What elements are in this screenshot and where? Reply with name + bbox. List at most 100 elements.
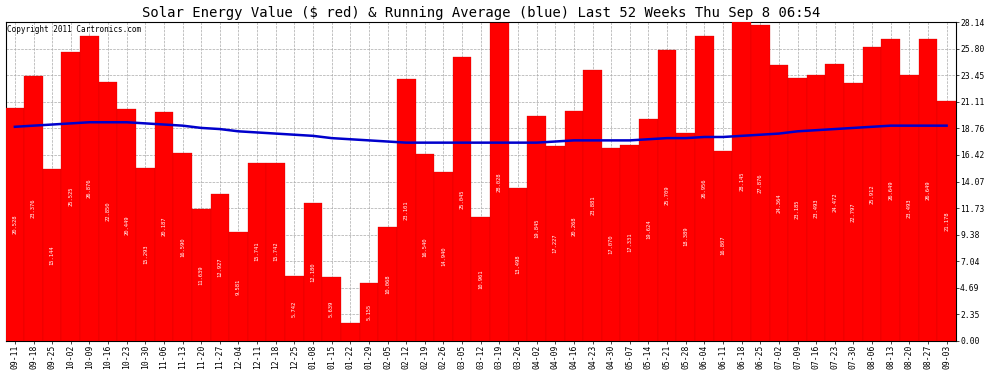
Text: 23.101: 23.101: [404, 200, 409, 220]
Text: 23.881: 23.881: [590, 196, 595, 215]
Bar: [211, 195, 229, 341]
Bar: [919, 39, 938, 341]
Text: 28.028: 28.028: [497, 172, 502, 192]
Text: 22.850: 22.850: [106, 202, 111, 221]
Text: 22.797: 22.797: [851, 202, 856, 222]
Bar: [266, 163, 285, 341]
Text: 16.807: 16.807: [721, 236, 726, 255]
Bar: [640, 118, 657, 341]
Bar: [714, 150, 733, 341]
Bar: [154, 112, 173, 341]
Bar: [509, 188, 528, 341]
Text: 26.876: 26.876: [87, 179, 92, 198]
Text: 20.449: 20.449: [124, 215, 129, 235]
Text: 9.581: 9.581: [236, 279, 241, 295]
Bar: [173, 153, 192, 341]
Text: 20.268: 20.268: [571, 216, 576, 236]
Text: 17.227: 17.227: [552, 234, 557, 253]
Bar: [416, 153, 435, 341]
Bar: [452, 57, 471, 341]
Bar: [118, 109, 136, 341]
Bar: [528, 116, 545, 341]
Bar: [323, 277, 341, 341]
Text: 14.940: 14.940: [441, 246, 446, 266]
Text: 25.912: 25.912: [869, 184, 874, 204]
Bar: [304, 203, 323, 341]
Bar: [938, 101, 956, 341]
Bar: [80, 36, 99, 341]
Text: 21.178: 21.178: [944, 211, 949, 231]
Bar: [602, 147, 621, 341]
Text: Copyright 2011 Cartronics.com: Copyright 2011 Cartronics.com: [8, 25, 142, 34]
Bar: [844, 82, 862, 341]
Text: 17.331: 17.331: [628, 233, 633, 252]
Text: 5.639: 5.639: [329, 301, 335, 317]
Bar: [397, 79, 416, 341]
Text: 20.528: 20.528: [12, 215, 18, 234]
Text: 17.070: 17.070: [609, 234, 614, 254]
Bar: [248, 163, 266, 341]
Text: 16.590: 16.590: [180, 237, 185, 256]
Bar: [769, 65, 788, 341]
Text: 26.649: 26.649: [926, 180, 931, 200]
Bar: [24, 76, 43, 341]
Bar: [285, 276, 304, 341]
Bar: [676, 133, 695, 341]
Text: 15.144: 15.144: [50, 245, 54, 265]
Bar: [61, 52, 80, 341]
Bar: [99, 82, 118, 341]
Bar: [471, 217, 490, 341]
Bar: [881, 39, 900, 341]
Text: 15.293: 15.293: [143, 244, 148, 264]
Text: 13.498: 13.498: [516, 255, 521, 274]
Bar: [229, 232, 248, 341]
Bar: [435, 172, 452, 341]
Text: 19.845: 19.845: [535, 219, 540, 238]
Text: 23.493: 23.493: [814, 198, 819, 217]
Bar: [657, 50, 676, 341]
Text: 18.389: 18.389: [683, 227, 688, 246]
Title: Solar Energy Value ($ red) & Running Average (blue) Last 52 Weeks Thu Sep 8 06:5: Solar Energy Value ($ red) & Running Ave…: [142, 6, 820, 20]
Text: 20.187: 20.187: [161, 217, 166, 236]
Text: 25.709: 25.709: [664, 186, 669, 205]
Bar: [807, 75, 826, 341]
Text: 24.364: 24.364: [776, 193, 781, 213]
Text: 5.155: 5.155: [366, 304, 371, 320]
Bar: [136, 168, 154, 341]
Text: 26.956: 26.956: [702, 178, 707, 198]
Text: 25.045: 25.045: [459, 189, 464, 209]
Bar: [378, 227, 397, 341]
Bar: [826, 64, 844, 341]
Bar: [733, 22, 751, 341]
Bar: [583, 70, 602, 341]
Text: 23.376: 23.376: [31, 199, 36, 218]
Bar: [545, 146, 564, 341]
Text: 24.472: 24.472: [833, 192, 838, 212]
Text: 25.525: 25.525: [68, 187, 73, 206]
Bar: [6, 108, 24, 341]
Bar: [564, 111, 583, 341]
Text: 28.145: 28.145: [740, 172, 744, 191]
Bar: [43, 170, 61, 341]
Bar: [621, 145, 640, 341]
Text: 12.927: 12.927: [218, 258, 223, 278]
Bar: [900, 75, 919, 341]
Text: 15.742: 15.742: [273, 242, 278, 261]
Text: 15.741: 15.741: [254, 242, 259, 261]
Bar: [695, 36, 714, 341]
Text: 5.742: 5.742: [292, 300, 297, 316]
Bar: [862, 47, 881, 341]
Text: 16.540: 16.540: [423, 237, 428, 257]
Text: 23.185: 23.185: [795, 200, 800, 219]
Text: 10.961: 10.961: [478, 269, 483, 289]
Text: 12.180: 12.180: [311, 262, 316, 282]
Bar: [341, 323, 359, 341]
Bar: [359, 282, 378, 341]
Bar: [751, 25, 769, 341]
Bar: [788, 78, 807, 341]
Text: 27.876: 27.876: [757, 173, 762, 193]
Text: 11.639: 11.639: [199, 265, 204, 285]
Text: 19.624: 19.624: [645, 220, 651, 240]
Text: 23.493: 23.493: [907, 198, 912, 217]
Bar: [192, 209, 211, 341]
